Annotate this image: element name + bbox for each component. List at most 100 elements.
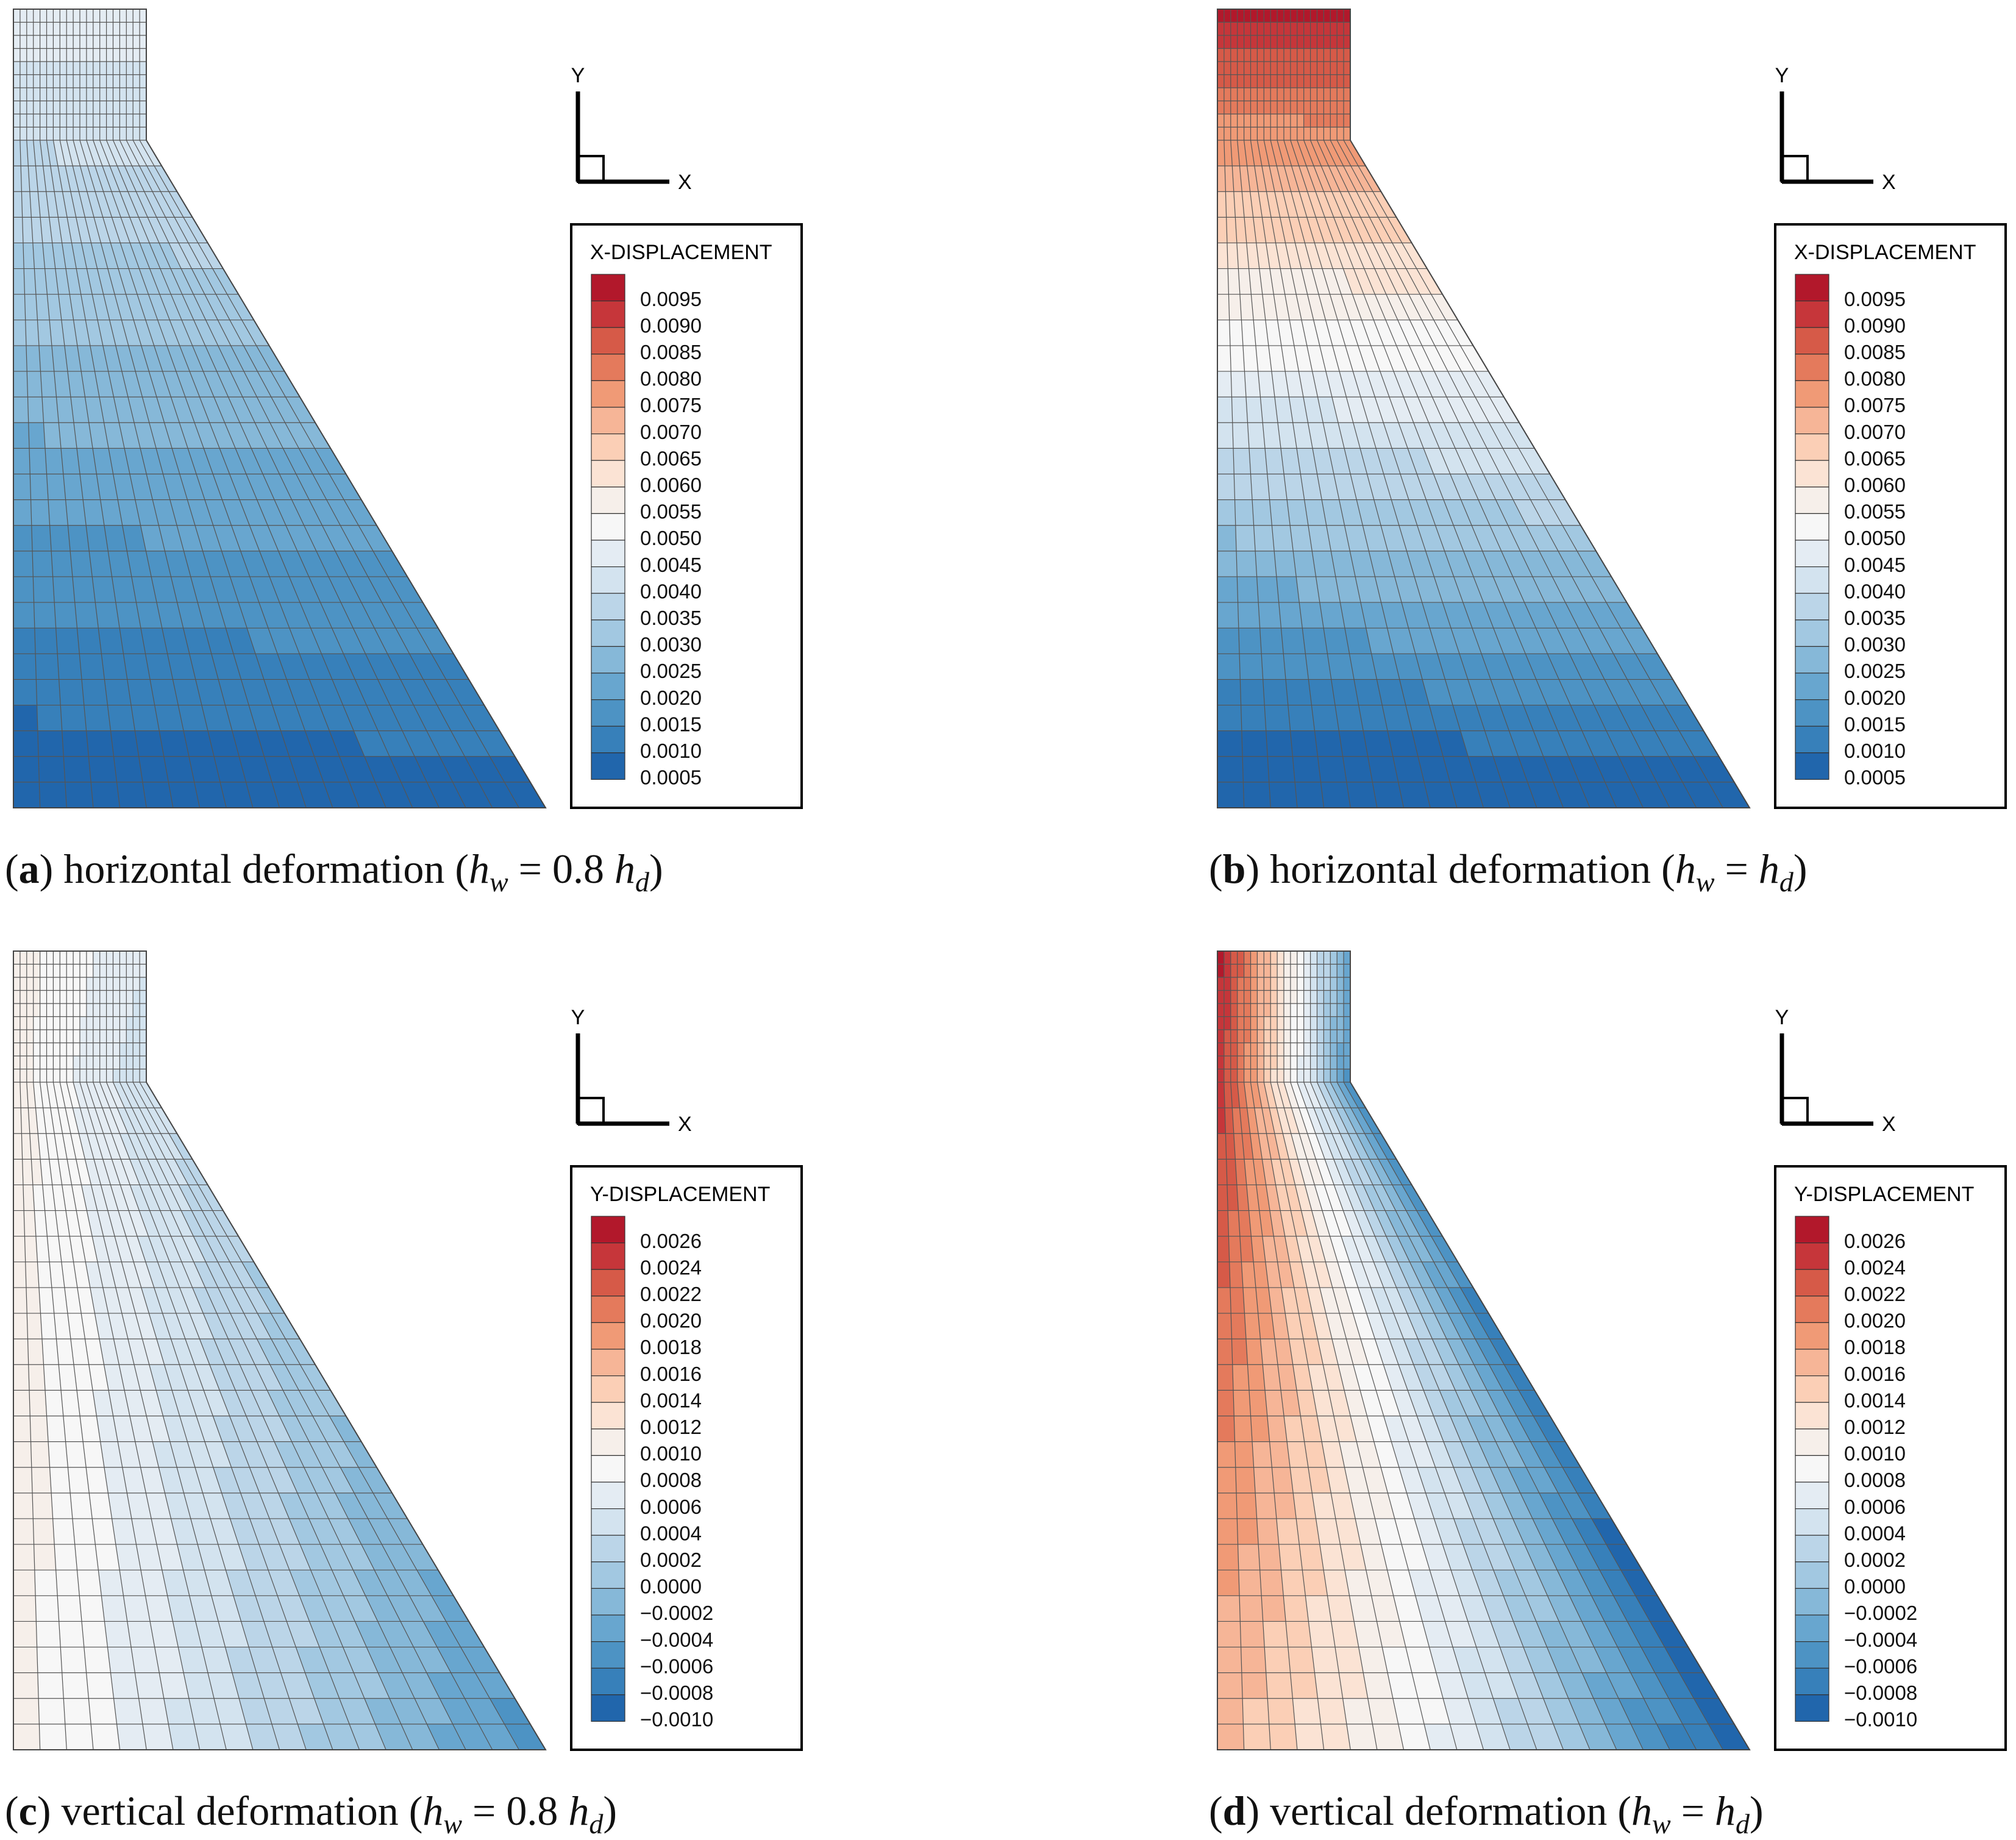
mesh-cell <box>1317 113 1324 127</box>
mesh-cell <box>77 1569 102 1596</box>
mesh-cell <box>73 990 80 1004</box>
colorbar-label: 0.0015 <box>1844 713 1906 735</box>
mesh-cell <box>53 9 60 23</box>
mesh-cell <box>126 113 134 127</box>
mesh-cell <box>1217 345 1231 372</box>
colorbar-swatch <box>591 433 625 461</box>
mesh-cell <box>13 1596 37 1622</box>
mesh-cell <box>1250 101 1258 115</box>
mesh-cell <box>46 1003 54 1017</box>
mesh-cell <box>1237 1518 1259 1545</box>
mesh-cell <box>36 679 61 705</box>
mesh-cell <box>33 576 55 603</box>
mesh-cell <box>1339 730 1369 757</box>
mesh-cell <box>1250 951 1258 965</box>
mesh-col-line <box>40 951 121 1750</box>
mesh-cell <box>1323 990 1331 1004</box>
mesh-cell <box>126 1055 134 1069</box>
mesh-cell <box>40 1043 47 1057</box>
mesh-cell <box>53 1003 60 1017</box>
mesh-cell <box>13 140 21 166</box>
mesh-cell <box>1231 1338 1248 1365</box>
mesh-cell <box>40 61 47 75</box>
mesh-cell <box>33 74 40 88</box>
mesh-cell <box>1298 602 1324 629</box>
mesh-cell <box>1330 964 1337 978</box>
mesh-cell <box>1217 1390 1234 1416</box>
mesh-cell <box>1270 1069 1278 1083</box>
mesh-cell <box>1267 1698 1295 1725</box>
mesh-cell <box>1290 964 1298 978</box>
mesh-cell <box>26 1313 43 1339</box>
mesh-cell <box>1297 990 1304 1004</box>
mesh-cell <box>79 87 87 101</box>
mesh-cell <box>13 602 35 629</box>
mesh-col-line <box>1263 9 1405 808</box>
mesh-cell <box>86 101 94 115</box>
mesh-cell <box>1248 448 1268 474</box>
mesh-cell <box>1250 1003 1258 1017</box>
mesh-cell <box>20 35 27 49</box>
mesh-cell <box>1237 1029 1244 1043</box>
mesh-cell <box>126 127 134 141</box>
mesh-cell <box>72 1518 96 1545</box>
colorbar-label: 0.0065 <box>640 447 702 469</box>
mesh-cell <box>1290 951 1298 965</box>
colorbar-swatch <box>1795 1243 1829 1270</box>
mesh-cell <box>1283 977 1291 991</box>
mesh-cell <box>29 448 47 474</box>
mesh-cell <box>1317 101 1324 115</box>
mesh-cell <box>26 87 34 101</box>
mesh-cell <box>1336 74 1344 88</box>
mesh-cell <box>1283 48 1291 62</box>
mesh-cell <box>26 1029 34 1043</box>
dam-contour-plot <box>13 9 547 808</box>
colorbar-label: 0.0008 <box>1844 1469 1906 1491</box>
mesh-cell <box>13 191 23 218</box>
mesh-cell <box>13 422 30 449</box>
mesh-cell <box>13 22 21 36</box>
mesh-cell <box>59 1621 85 1647</box>
mesh-cell <box>1230 101 1238 115</box>
colorbar-swatch <box>1795 1269 1829 1297</box>
mesh-cell <box>126 9 134 23</box>
mesh-cell <box>26 990 34 1004</box>
mesh-col-line <box>59 9 201 808</box>
mesh-cell <box>20 74 27 88</box>
mesh-col-line <box>46 9 147 808</box>
mesh-cell <box>79 1016 87 1030</box>
mesh-cell <box>1297 977 1304 991</box>
mesh-cell <box>66 990 74 1004</box>
mesh-cell <box>139 951 147 965</box>
mesh-cell <box>1303 951 1311 965</box>
mesh-cell <box>1270 1043 1278 1057</box>
mesh-cell <box>1281 1569 1306 1596</box>
mesh-cell <box>1283 1055 1291 1069</box>
mesh-cell <box>1270 101 1278 115</box>
colorbar-label: 0.0018 <box>640 1336 702 1358</box>
mesh-cell <box>26 127 34 141</box>
mesh-cell <box>1343 61 1351 75</box>
mesh-cell <box>1270 9 1278 23</box>
mesh-col-line <box>26 951 67 1750</box>
mesh-cell <box>63 756 91 783</box>
mesh-cell <box>33 1055 40 1069</box>
colorbar-swatch <box>591 699 625 727</box>
mesh-cell <box>1297 1055 1304 1069</box>
mesh-cell <box>93 977 100 991</box>
mesh-cell <box>13 1390 30 1416</box>
mesh-cell <box>26 74 34 88</box>
mesh-cell <box>13 1261 27 1288</box>
mesh-cell <box>13 1416 31 1442</box>
mesh-cell <box>1277 951 1284 965</box>
mesh-cell <box>1264 9 1271 23</box>
mesh-cell <box>1336 22 1344 36</box>
mesh-cell <box>1336 48 1344 62</box>
mesh-cell <box>93 9 100 23</box>
mesh-cell <box>1237 87 1244 101</box>
mesh-cell <box>1217 74 1225 88</box>
mesh-col-line <box>1303 951 1564 1750</box>
mesh-cell <box>99 61 107 75</box>
mesh-cell <box>40 9 47 23</box>
mesh-cell <box>1217 1338 1233 1365</box>
